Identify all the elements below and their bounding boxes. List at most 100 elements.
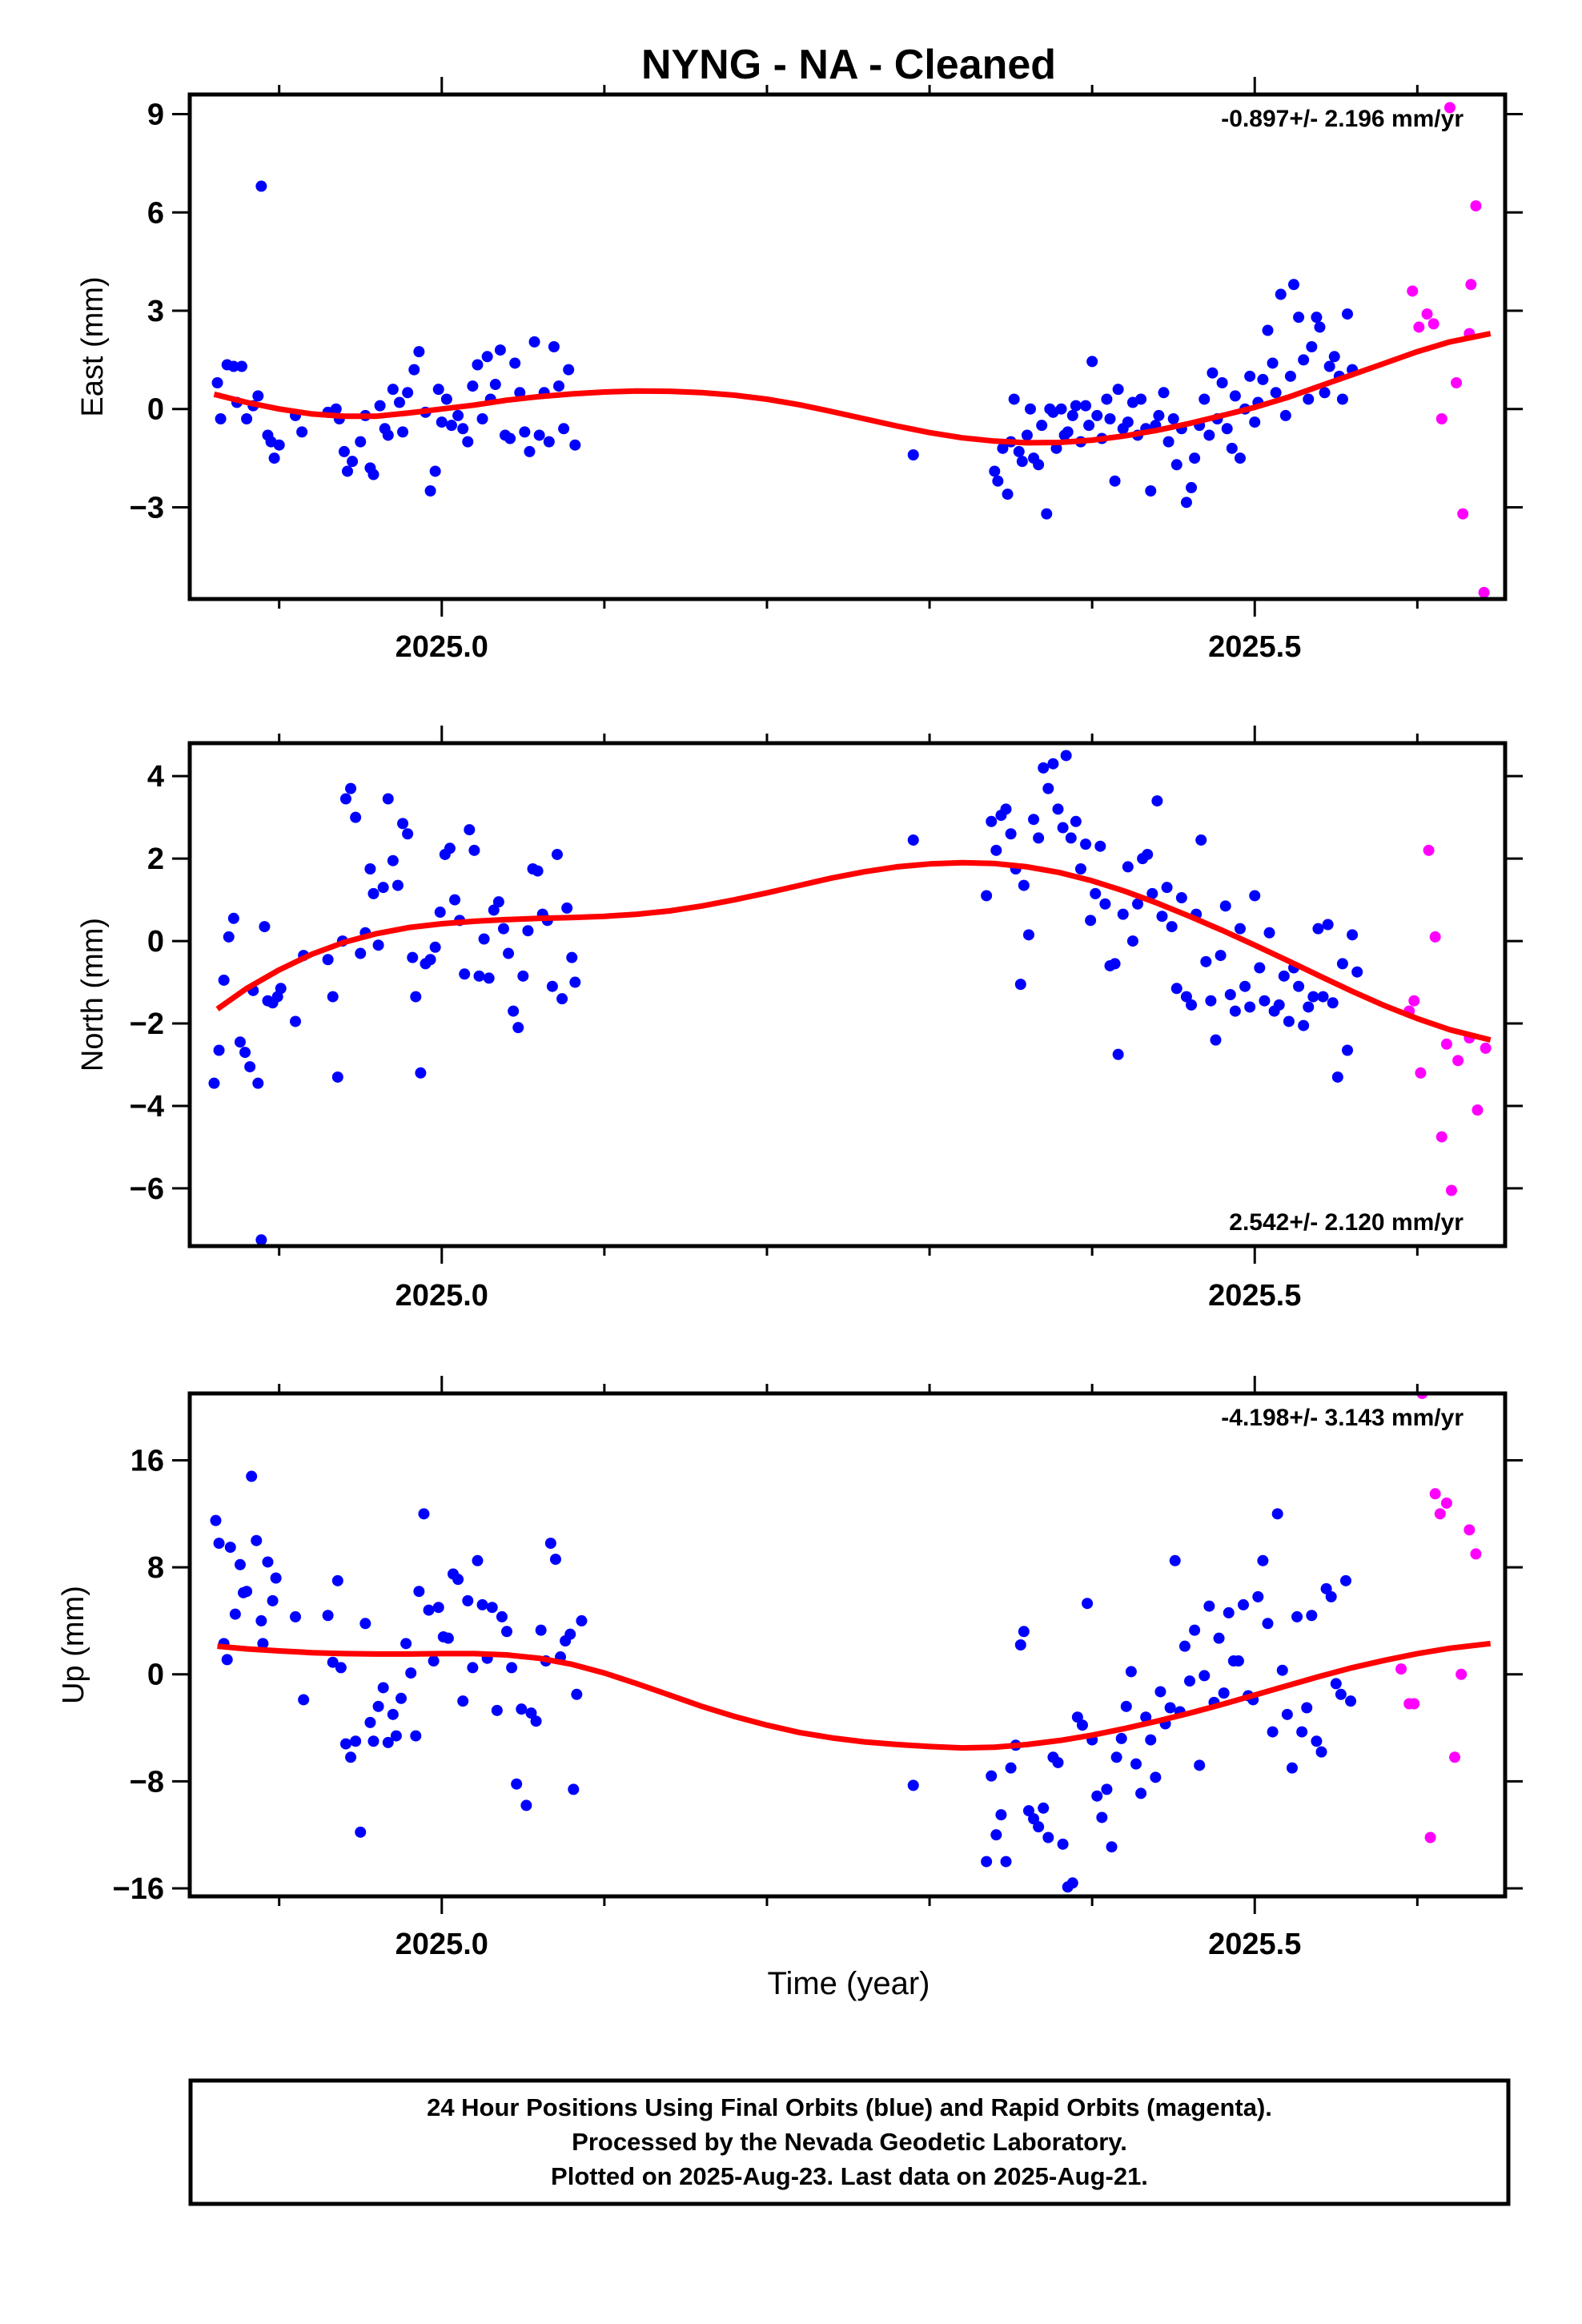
final-orbit-point — [372, 1700, 384, 1712]
final-orbit-point — [445, 420, 457, 432]
final-orbit-point — [1200, 955, 1212, 967]
final-orbit-point — [549, 1554, 561, 1566]
final-orbit-point — [227, 912, 239, 924]
final-orbit-point — [1120, 1700, 1132, 1712]
final-orbit-point — [436, 416, 448, 428]
final-orbit-point — [377, 1682, 389, 1694]
panel-up: −16 −8 0 8 16 2025.0 2025.5 Up (mm) -4.198+/- 3.… — [57, 1376, 1523, 1961]
final-orbit-point — [1262, 1618, 1274, 1630]
final-orbit-point — [241, 1586, 253, 1598]
final-orbit-point — [1142, 848, 1154, 860]
rapid-orbit-point — [1440, 1497, 1452, 1509]
y-axis-label: North (mm) — [76, 918, 110, 1072]
rapid-orbit-point — [1452, 1055, 1464, 1067]
y-tick-label: −2 — [130, 1007, 164, 1041]
final-orbit-point — [532, 865, 544, 877]
final-orbit-point — [234, 1558, 246, 1570]
final-orbit-point — [273, 439, 285, 451]
final-orbit-point — [1232, 1655, 1244, 1667]
final-orbit-point — [530, 1715, 542, 1727]
footer-line-1: 24 Hour Positions Using Final Orbits (bl… — [427, 2093, 1272, 2121]
footer-line-2: Processed by the Nevada Geodetic Laborat… — [572, 2128, 1127, 2156]
final-orbit-point — [382, 429, 394, 441]
velocity-rate-label: -4.198+/- 3.143 mm/yr — [1221, 1405, 1464, 1431]
final-orbit-point — [396, 1692, 408, 1704]
final-orbit-point — [1189, 452, 1201, 464]
final-orbit-point — [1286, 1762, 1298, 1774]
final-orbit-point — [1320, 1582, 1332, 1594]
final-orbit-point — [1203, 429, 1215, 441]
final-orbit-point — [224, 1542, 236, 1554]
final-orbit-point — [413, 1586, 425, 1598]
final-orbit-point — [1024, 403, 1036, 415]
final-orbit-point — [1070, 815, 1082, 827]
final-orbit-point — [1224, 989, 1236, 1000]
final-orbit-point — [473, 970, 485, 982]
panel-north: −6 −4 −2 0 2 4 2025.0 2025.5 North (mm) 2.542+/- … — [76, 726, 1523, 1313]
final-orbit-point — [1066, 1877, 1078, 1889]
final-orbit-point — [322, 1610, 334, 1622]
final-orbit-point — [1263, 927, 1275, 939]
final-orbit-point — [1291, 1610, 1303, 1622]
final-orbit-point — [551, 848, 563, 860]
final-orbit-point — [429, 941, 441, 953]
final-orbit-point — [408, 364, 420, 376]
final-orbit-point — [407, 951, 419, 963]
final-orbit-point — [1099, 898, 1111, 910]
final-orbit-point — [341, 465, 353, 477]
final-orbit-point — [1293, 980, 1305, 992]
model-fit-curve — [217, 1640, 1492, 1751]
final-orbit-point — [1016, 456, 1028, 468]
final-orbit-point — [459, 968, 471, 980]
x-tick-label: 2025.0 — [396, 1279, 488, 1313]
final-orbit-point — [400, 1638, 412, 1650]
final-orbit-point — [215, 413, 227, 424]
final-orbit-point — [1101, 1783, 1113, 1795]
final-orbit-point — [907, 1779, 919, 1791]
plot-frame — [187, 741, 1508, 1248]
final-orbit-point — [1038, 762, 1050, 774]
final-orbit-point — [1140, 1711, 1152, 1723]
final-orbit-point — [563, 364, 575, 376]
final-orbit-point — [1158, 387, 1170, 399]
final-orbit-point — [1082, 1598, 1094, 1610]
final-orbit-point — [1319, 387, 1331, 399]
final-orbit-point — [1005, 828, 1017, 840]
final-orbit-point — [1306, 1610, 1318, 1622]
rapid-orbit-point — [1456, 1668, 1468, 1680]
final-orbit-point — [1213, 1632, 1225, 1644]
final-orbit-point — [1014, 979, 1026, 991]
final-orbit-point — [1301, 1702, 1313, 1714]
final-orbit-point — [1347, 929, 1359, 941]
final-orbit-point — [1275, 288, 1287, 300]
final-orbit-point — [218, 974, 230, 986]
final-orbit-point — [1132, 898, 1144, 910]
final-orbit-point — [1112, 384, 1124, 396]
final-orbit-point — [423, 1604, 435, 1616]
final-orbit-point — [514, 387, 526, 399]
final-orbit-point — [1267, 357, 1279, 369]
final-orbit-point — [488, 904, 500, 916]
final-orbit-point — [345, 782, 357, 794]
final-orbit-point — [330, 403, 342, 415]
final-orbit-point — [428, 1655, 440, 1667]
final-orbit-point — [553, 380, 565, 392]
final-orbit-point — [1276, 1664, 1288, 1676]
final-orbit-point — [229, 1608, 241, 1620]
final-orbit-point — [298, 1694, 310, 1706]
final-orbit-point — [367, 1735, 379, 1747]
final-orbit-point — [235, 360, 247, 372]
rapid-orbit-point — [1445, 1184, 1457, 1196]
final-orbit-point — [506, 1662, 518, 1674]
final-orbit-point — [1199, 393, 1211, 405]
final-orbit-point — [1296, 1726, 1308, 1738]
final-orbit-point — [347, 456, 359, 468]
final-orbit-point — [415, 1067, 427, 1079]
final-orbit-point — [364, 1716, 376, 1728]
final-orbit-point — [476, 1598, 488, 1610]
final-orbit-point — [1110, 1751, 1122, 1763]
rapid-orbit-point — [1421, 308, 1433, 320]
final-orbit-point — [339, 793, 351, 805]
final-orbit-point — [1050, 442, 1062, 454]
rapid-orbit-point — [1429, 931, 1441, 943]
